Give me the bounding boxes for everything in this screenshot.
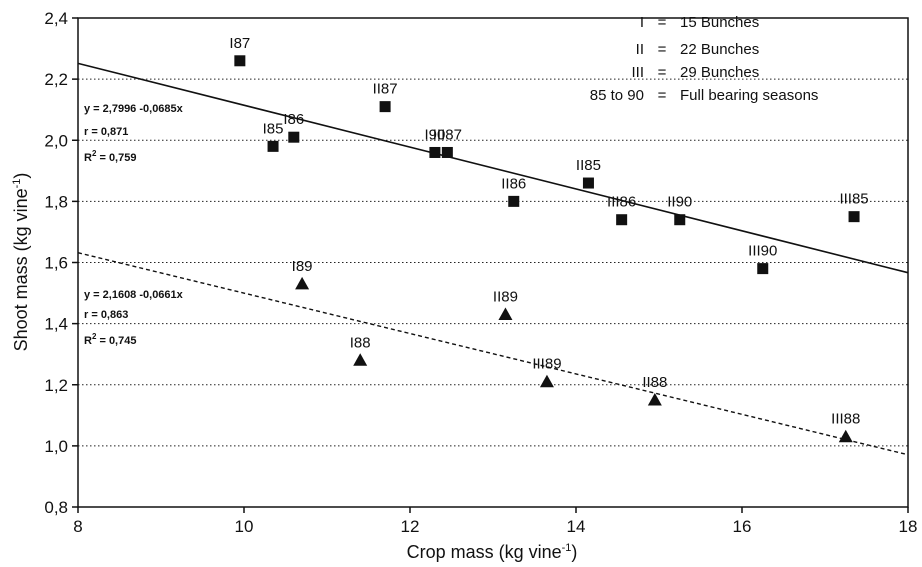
y-tick-label: 1,8: [44, 192, 68, 211]
y-tick-label: 1,0: [44, 437, 68, 456]
fit-annotation-squares: y = 2,7996 -0,0685x r = 0,871 R2 = 0,759: [84, 103, 184, 164]
square-point: [757, 263, 769, 275]
legend-eq-3: =: [658, 87, 667, 104]
point-label: II87: [373, 81, 398, 98]
point-label: II86: [501, 175, 526, 192]
point-label: I88: [350, 334, 371, 351]
square-point: [379, 101, 391, 113]
point-label: III88: [831, 411, 860, 428]
square-point: [582, 177, 594, 189]
y-tick-label: 1,2: [44, 376, 68, 395]
point-label: II90: [667, 194, 692, 211]
point-label: II85: [576, 157, 601, 174]
y-tick-label: 1,6: [44, 254, 68, 273]
legend-key-3: 85 to 90: [590, 87, 644, 104]
point-label: II88: [642, 374, 667, 391]
legend-text-1: 22 Bunches: [680, 41, 759, 58]
square-point: [441, 146, 453, 158]
point-label: III86: [607, 194, 636, 211]
point-label: III87: [433, 126, 462, 143]
x-tick-label: 16: [733, 517, 752, 536]
square-point: [508, 195, 520, 207]
legend-eq-0: =: [658, 14, 667, 31]
legend-text-3: Full bearing seasons: [680, 87, 818, 104]
grid-lines: [78, 78, 908, 447]
x-tick-label: 10: [235, 517, 254, 536]
square-point: [616, 214, 628, 226]
y-tick-label: 2,4: [44, 9, 68, 28]
square-point: [429, 146, 441, 158]
legend-text-2: 29 Bunches: [680, 64, 759, 81]
point-label: I90: [424, 126, 445, 143]
fit-line-triangles: [77, 252, 909, 456]
x-tick-label: 8: [73, 517, 82, 536]
square-point: [288, 131, 300, 143]
triangle-point: [353, 353, 368, 366]
fit-line-squares: [77, 62, 909, 274]
legend: I = 15 Bunches II = 22 Bunches III = 29 …: [590, 14, 819, 104]
x-tick-label: 12: [401, 517, 420, 536]
y-tick-label: 0,8: [44, 498, 68, 517]
x-tick-label: 18: [899, 517, 918, 536]
x-tick-label: 14: [567, 517, 586, 536]
y-tick-label: 1,4: [44, 315, 68, 334]
point-label: III90: [748, 243, 777, 260]
triangle-point: [498, 307, 513, 320]
legend-key-0: I: [640, 14, 644, 31]
y-tick-label: 2,2: [44, 70, 68, 89]
fit-equation-squares: y = 2,7996 -0,0685x: [84, 103, 184, 115]
legend-key-2: III: [631, 64, 644, 81]
x-axis-title: Crop mass (kg vine-1): [407, 542, 578, 562]
point-label: III85: [839, 191, 868, 208]
point-label: I87: [229, 35, 250, 52]
triangle-point: [295, 276, 310, 290]
legend-key-1: II: [636, 41, 644, 58]
fit-r2-triangles: R2 = 0,745: [84, 332, 136, 347]
legend-eq-1: =: [658, 41, 667, 58]
axis-ticks: 0,8 1,0 1,2 1,4 1,6 1,8 2,0 2,2 2,4 8 10 12 14 16 18: [44, 9, 917, 536]
legend-eq-2: =: [658, 64, 667, 81]
fit-r-triangles: r = 0,863: [84, 309, 128, 321]
point-label: I89: [292, 258, 313, 275]
legend-text-0: 15 Bunches: [680, 14, 759, 31]
fit-r2-squares: R2 = 0,759: [84, 149, 136, 164]
triangle-point: [539, 374, 554, 388]
square-point: [234, 55, 246, 67]
square-point: [267, 140, 279, 152]
point-label: III89: [532, 356, 561, 373]
regression-lines: [77, 62, 909, 456]
fit-annotation-triangles: y = 2,1608 -0,0661x r = 0,863 R2 = 0,745: [84, 289, 184, 347]
y-axis-title: Shoot mass (kg vine-1): [11, 173, 31, 352]
point-label: I85: [263, 120, 284, 137]
y-tick-label: 2,0: [44, 131, 68, 150]
square-point: [674, 214, 686, 226]
data-points: [234, 55, 860, 443]
fit-equation-triangles: y = 2,1608 -0,0661x: [84, 289, 184, 301]
triangle-point: [647, 393, 662, 406]
square-point: [848, 211, 860, 223]
point-label: I86: [283, 111, 304, 128]
fit-r-squares: r = 0,871: [84, 126, 128, 138]
triangle-point: [838, 429, 853, 443]
point-label: II89: [493, 288, 518, 305]
